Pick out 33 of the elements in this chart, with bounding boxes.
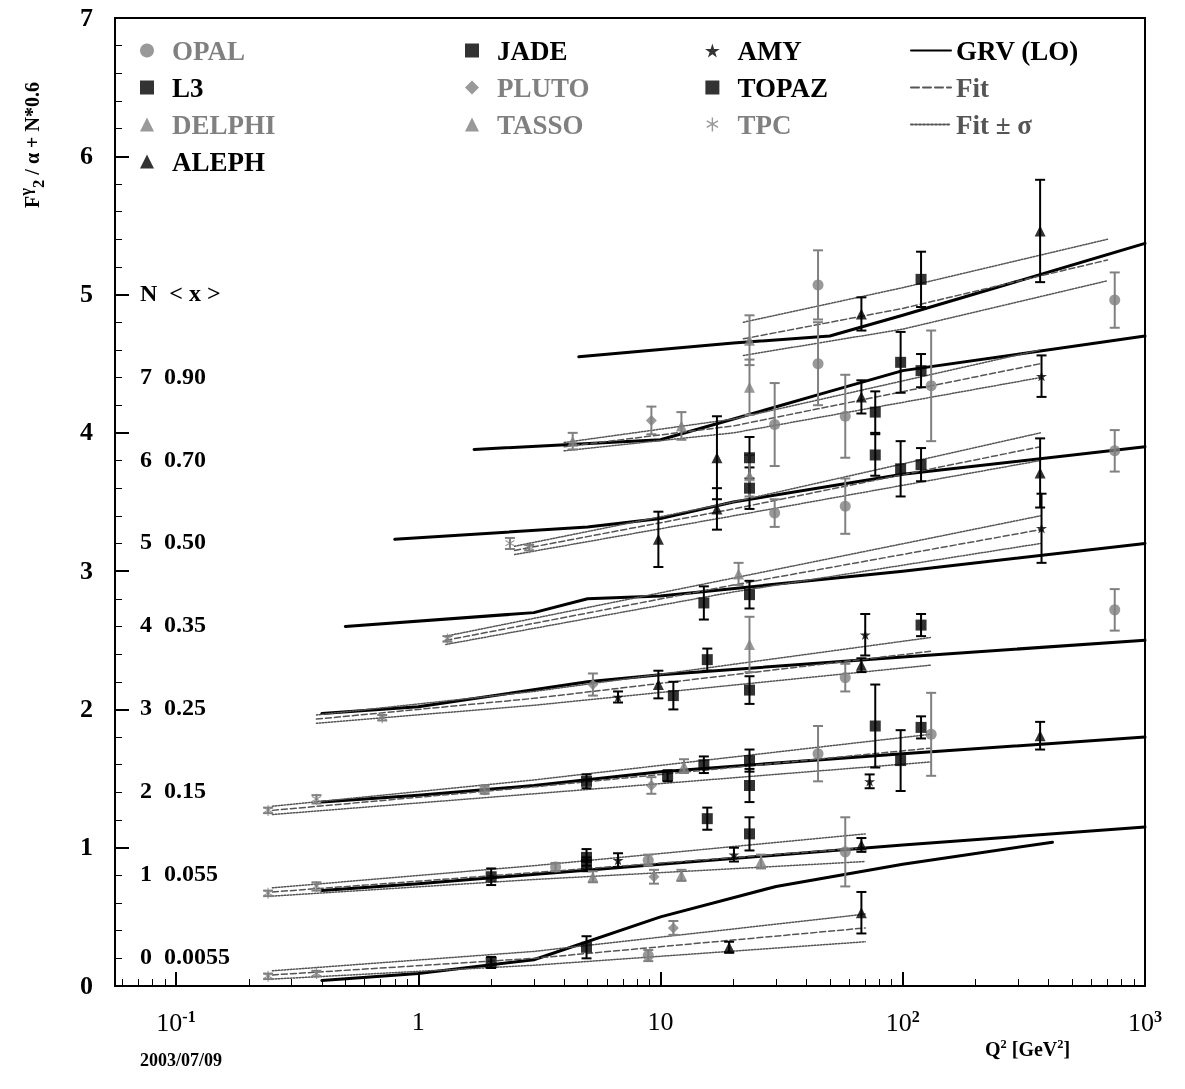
y-tick-label: 2 bbox=[80, 693, 93, 723]
legend-label: Fit ± σ bbox=[956, 109, 1033, 140]
legend-label: AMY bbox=[737, 35, 802, 66]
legend-label: PLUTO bbox=[497, 72, 590, 103]
legend-label: JADE bbox=[497, 35, 568, 66]
annotation: 7 0.90 bbox=[140, 362, 206, 389]
annotation: 2 0.15 bbox=[140, 777, 206, 804]
legend-label: ALEPH bbox=[172, 146, 266, 177]
y-tick-label: 4 bbox=[80, 417, 93, 447]
legend-label: TPC bbox=[737, 109, 792, 140]
legend-label: TASSO bbox=[497, 109, 584, 140]
y-tick-label: 1 bbox=[80, 832, 93, 862]
x-tick-label: 10 bbox=[647, 1006, 674, 1036]
legend-label: DELPHI bbox=[172, 109, 276, 140]
legend-label: OPAL bbox=[172, 35, 245, 66]
legend-label: L3 bbox=[172, 72, 204, 103]
annotation: 0 0.0055 bbox=[140, 943, 230, 970]
annotation: 4 0.35 bbox=[140, 611, 206, 638]
y-tick-label: 7 bbox=[80, 2, 93, 32]
annotation: 6 0.70 bbox=[140, 445, 206, 472]
annotation: 1 0.055 bbox=[140, 860, 218, 887]
legend-label: Fit bbox=[956, 72, 989, 103]
y-tick-label: 5 bbox=[80, 279, 93, 309]
y-tick-label: 0 bbox=[80, 970, 93, 1000]
annotation: N < x > bbox=[140, 279, 221, 306]
x-tick-label: 1 bbox=[411, 1006, 425, 1036]
legend-label: GRV (LO) bbox=[956, 35, 1079, 66]
annotation: 3 0.25 bbox=[140, 694, 206, 721]
text: 2003/07/09 bbox=[140, 1050, 223, 1070]
y-tick-label: 3 bbox=[80, 555, 93, 585]
annotation: 5 0.50 bbox=[140, 528, 206, 555]
y-tick-label: 6 bbox=[80, 140, 93, 170]
legend-label: TOPAZ bbox=[737, 72, 828, 103]
